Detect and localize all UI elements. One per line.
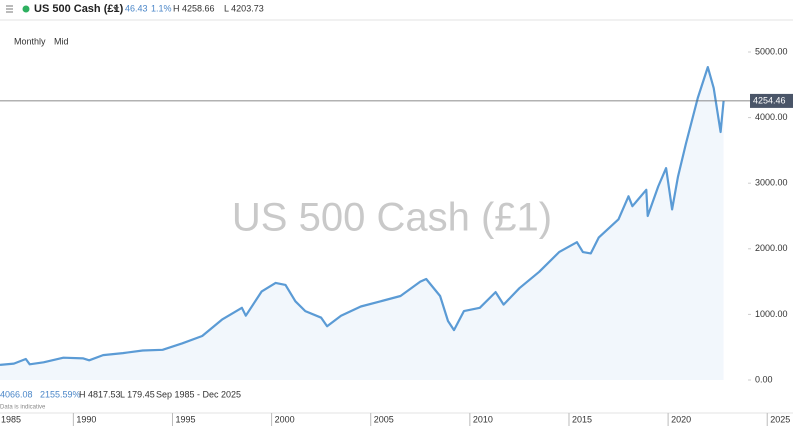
- change-pct: 1.1%: [151, 3, 172, 13]
- x-axis: 1985 1990 1995 2000 2005 2010 2015 2020 2025: [1, 413, 790, 426]
- x-tick-label: 2010: [473, 414, 493, 424]
- y-axis: 0.00 1000.00 2000.00 3000.00 4000.00 5000.00 4…: [748, 46, 793, 384]
- interval[interactable]: Monthly: [14, 36, 46, 46]
- watermark: US 500 Cash (£1): [232, 196, 552, 240]
- plot: [0, 66, 750, 380]
- header-bar: [0, 0, 793, 20]
- x-tick-label: 1990: [76, 414, 96, 424]
- change: 46.43: [125, 3, 148, 13]
- last-price-box: [750, 93, 793, 108]
- status-dot: [22, 5, 30, 13]
- footer-low: L 179.45: [120, 389, 155, 399]
- footer-close: 4066.08: [0, 389, 33, 399]
- footer-range: Sep 1985 - Dec 2025: [156, 389, 241, 399]
- y-tick-label: 0.00: [755, 374, 773, 384]
- menu-icon[interactable]: [6, 5, 13, 13]
- high: H 4258.66: [173, 3, 215, 13]
- area: [0, 67, 724, 380]
- y-tick-label: 2000.00: [755, 243, 788, 253]
- x-tick-label: 2015: [572, 414, 592, 424]
- y-tick-label: 4000.00: [755, 112, 788, 122]
- price-type[interactable]: Mid: [54, 36, 69, 46]
- x-tick-label: 1985: [1, 414, 21, 424]
- footer-note: Data is indicative: [0, 405, 46, 411]
- x-tick-label: 1995: [175, 414, 195, 424]
- instrument-name[interactable]: US 500 Cash (£1): [34, 3, 124, 15]
- x-tick-label: 2005: [374, 414, 394, 424]
- last-price-label: 4254.46: [753, 95, 786, 105]
- y-tick-label: 5000.00: [755, 46, 788, 56]
- low: L 4203.73: [224, 3, 264, 13]
- y-tick-label: 1000.00: [755, 309, 788, 319]
- footer-pct: 2155.59%: [40, 389, 81, 399]
- footer-high: H 4817.53: [79, 389, 121, 399]
- price-line: [0, 66, 725, 366]
- dropdown[interactable]: [113, 7, 119, 11]
- y-tick-label: 3000.00: [755, 178, 788, 188]
- x-tick-label: 2025: [770, 414, 790, 424]
- x-tick-label: 2020: [671, 414, 691, 424]
- x-tick-label: 2000: [275, 414, 295, 424]
